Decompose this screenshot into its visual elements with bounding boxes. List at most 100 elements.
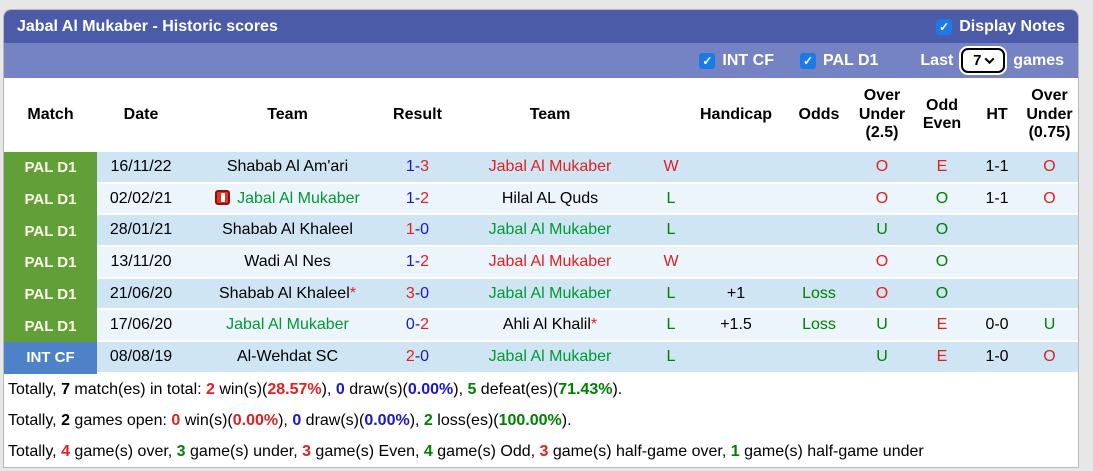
over-under-25: U	[853, 215, 911, 248]
over-under-075	[1021, 247, 1078, 279]
checkbox[interactable]: ✓	[699, 52, 716, 69]
summary-segment: game(s) half-game under	[739, 442, 924, 460]
result-score: 3-0	[390, 279, 445, 311]
page-title: Jabal Al Mukaber - Historic scores	[17, 17, 278, 35]
games-count-select[interactable]: 7	[961, 48, 1006, 73]
match-date: 16/11/22	[97, 152, 185, 184]
totals-summary: Totally, 7 match(es) in total: 2 win(s)(…	[4, 373, 1078, 467]
score-part: 3	[405, 284, 415, 302]
summary-segment: ).	[561, 411, 572, 429]
result-score: 2-0	[390, 342, 445, 374]
league-badge: PAL D1	[4, 278, 97, 311]
summary-segment: ).	[612, 380, 623, 398]
summary-segment: ),	[409, 411, 424, 429]
historic-scores-widget: Jabal Al Mukaber - Historic scores ✓ Dis…	[4, 10, 1078, 467]
summary-segment: loss(es)(	[432, 411, 499, 429]
over-under-075: O	[1021, 184, 1078, 216]
team-name: Hilal AL Quds	[501, 189, 599, 207]
home-team: Jabal Al Mukaber	[185, 184, 390, 216]
league-badge: PAL D1	[4, 152, 97, 184]
display-notes-checkbox[interactable]: ✓	[936, 18, 953, 35]
match-date: 13/11/20	[97, 247, 185, 279]
match-date: 08/08/19	[97, 342, 185, 374]
checkmark-icon: ✓	[939, 19, 950, 34]
summary-segment: 1	[730, 442, 740, 460]
summary-line: Totally, 7 match(es) in total: 2 win(s)(…	[4, 374, 1078, 405]
match-date: 17/06/20	[97, 310, 185, 343]
filter-checkbox-int-cf[interactable]: ✓ INT CF	[699, 52, 774, 70]
table-row: PAL D1 13/11/20 Wadi Al Nes 1-2 Jabal Al Muk…	[4, 247, 1078, 279]
summary-segment: ),	[453, 380, 468, 398]
odd-even: O	[911, 247, 973, 279]
team-name: Jabal Al Mukaber	[237, 189, 360, 207]
home-team: Wadi Al Nes	[185, 247, 390, 279]
games-count-value: 7	[973, 52, 982, 69]
over-under-075	[1021, 279, 1078, 311]
display-notes-toggle[interactable]: ✓ Display Notes	[936, 18, 1065, 36]
red-alert-icon	[215, 189, 231, 205]
summary-segment: game(s) half-game over,	[548, 442, 731, 460]
home-team: Shabab Al Khaleel	[185, 215, 390, 248]
table-row: INT CF 08/08/19 Al-Wehdat SC 2-0 Jabal Al Mu…	[4, 342, 1078, 374]
score-part: -	[414, 252, 421, 270]
odds: Loss	[785, 279, 853, 311]
away-team: Jabal Al Mukaber	[445, 152, 655, 184]
win-loss: L	[655, 279, 687, 311]
score-part: -	[414, 284, 421, 302]
checkmark-icon: ✓	[702, 53, 713, 68]
checkbox[interactable]: ✓	[799, 52, 816, 69]
table-row: PAL D1 21/06/20 Shabab Al Khaleel* 3-0 Jabal…	[4, 278, 1078, 311]
away-team: Jabal Al Mukaber	[445, 279, 655, 311]
summary-segment: 0.00%	[407, 380, 454, 398]
summary-segment: Totally,	[8, 380, 62, 398]
filter-checkbox-pal-d1[interactable]: ✓ PAL D1	[799, 52, 878, 70]
summary-segment: Totally,	[8, 411, 62, 429]
summary-segment: win(s)(	[180, 411, 233, 429]
col-header-odd-even: Odd Even	[911, 78, 973, 152]
result-score: 1-2	[390, 184, 445, 216]
half-time-score: 1-1	[973, 152, 1021, 184]
over-under-075: O	[1021, 152, 1078, 184]
col-header-wl	[655, 78, 687, 152]
odd-even: O	[911, 279, 973, 311]
win-loss: W	[655, 152, 687, 184]
score-part: 1	[405, 157, 415, 175]
summary-segment: 0	[335, 380, 345, 398]
odds	[785, 184, 853, 216]
away-team: Ahli Al Khalil*	[445, 310, 655, 343]
table-header-row: Match Date Team Result Team Handicap Odd…	[4, 78, 1078, 152]
home-team: Jabal Al Mukaber	[185, 310, 390, 343]
team-name: Al-Wehdat SC	[236, 347, 339, 365]
odds	[785, 215, 853, 248]
score-part: 1	[405, 221, 415, 239]
over-under-075: O	[1021, 342, 1078, 374]
home-team: Al-Wehdat SC	[185, 342, 390, 374]
over-under-25: O	[853, 279, 911, 311]
last-games-control: Last 7 games	[920, 48, 1064, 73]
league-badge: PAL D1	[4, 310, 97, 343]
summary-segment: game(s) over,	[69, 442, 177, 460]
league-badge: PAL D1	[4, 215, 97, 248]
half-time-score	[973, 215, 1021, 248]
away-team: Jabal Al Mukaber	[445, 215, 655, 248]
score-part: -	[414, 347, 421, 365]
win-loss: L	[655, 184, 687, 216]
last-label: Last	[920, 51, 954, 69]
col-header-team2: Team	[445, 78, 655, 152]
summary-segment: game(s) Odd,	[432, 442, 540, 460]
score-part: 2	[420, 316, 430, 334]
title-bar: Jabal Al Mukaber - Historic scores ✓ Dis…	[4, 10, 1078, 43]
summary-segment: ),	[321, 380, 336, 398]
odds	[785, 247, 853, 279]
summary-segment: games open:	[69, 411, 172, 429]
score-part: 2	[420, 252, 430, 270]
match-date: 28/01/21	[97, 215, 185, 248]
summary-segment: 3	[539, 442, 549, 460]
league-badge: PAL D1	[4, 183, 97, 216]
score-part: 0	[420, 347, 430, 365]
half-time-score: 0-0	[973, 310, 1021, 343]
score-part: 2	[405, 347, 415, 365]
handicap	[687, 342, 785, 374]
team-name: Jabal Al Mukaber	[488, 221, 612, 239]
result-score: 1-3	[390, 152, 445, 184]
